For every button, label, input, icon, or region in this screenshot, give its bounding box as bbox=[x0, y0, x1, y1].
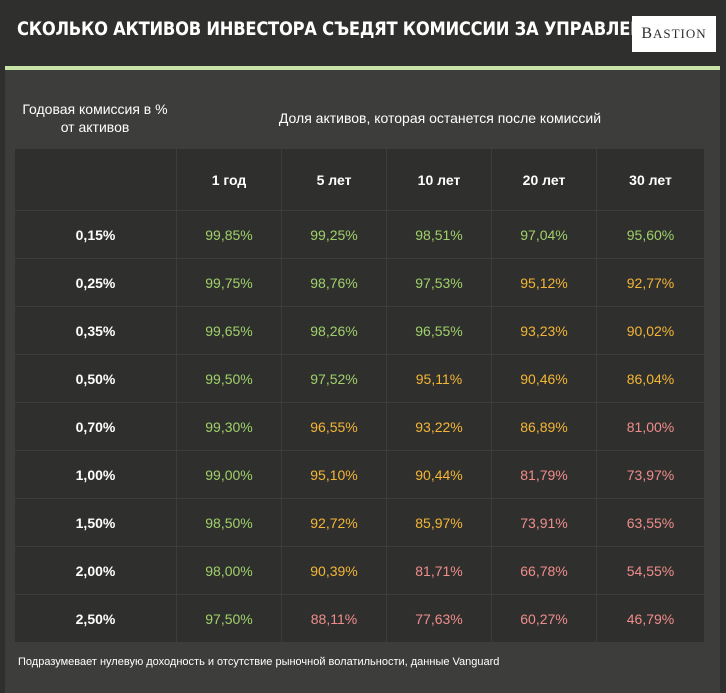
corner-cell bbox=[14, 148, 177, 211]
years-header-row: 1 год 5 лет 10 лет 20 лет 30 лет bbox=[14, 148, 705, 211]
remaining-share-cell: 97,04% bbox=[491, 210, 597, 259]
fee-cell: 0,70% bbox=[14, 402, 177, 451]
remaining-share-cell: 81,00% bbox=[596, 402, 705, 451]
table-row: 2,00% 98,00% 90,39% 81,71% 66,78% 54,55% bbox=[14, 546, 705, 595]
remaining-share-cell: 77,63% bbox=[386, 594, 492, 643]
remaining-share-cell: 73,97% bbox=[596, 450, 705, 499]
logo-initial: B bbox=[641, 25, 653, 42]
header: СКОЛЬКО АКТИВОВ ИНВЕСТОРА СЪЕДЯТ КОМИССИ… bbox=[0, 0, 726, 66]
fee-impact-table: 1 год 5 лет 10 лет 20 лет 30 лет 0,15% 99… bbox=[14, 148, 705, 643]
year-header: 1 год bbox=[176, 148, 282, 211]
remaining-share-cell: 93,22% bbox=[386, 402, 492, 451]
bastion-logo: B ASTION bbox=[632, 16, 716, 52]
remaining-share-cell: 98,26% bbox=[281, 306, 387, 355]
remaining-share-cell: 99,65% bbox=[176, 306, 282, 355]
fee-cell: 2,50% bbox=[14, 594, 177, 643]
remaining-share-cell: 95,10% bbox=[281, 450, 387, 499]
remaining-share-cell: 88,11% bbox=[281, 594, 387, 643]
remaining-share-cell: 73,91% bbox=[491, 498, 597, 547]
logo-rest: ASTION bbox=[653, 26, 707, 41]
remaining-share-cell: 98,00% bbox=[176, 546, 282, 595]
remaining-share-cell: 99,75% bbox=[176, 258, 282, 307]
remaining-share-cell: 95,12% bbox=[491, 258, 597, 307]
remaining-share-cell: 90,02% bbox=[596, 306, 705, 355]
fee-cell: 1,50% bbox=[14, 498, 177, 547]
fee-cell: 2,00% bbox=[14, 546, 177, 595]
page-title: СКОЛЬКО АКТИВОВ ИНВЕСТОРА СЪЕДЯТ КОМИССИ… bbox=[17, 18, 668, 40]
table-row: 1,50% 98,50% 92,72% 85,97% 73,91% 63,55% bbox=[14, 498, 705, 547]
fee-cell: 0,25% bbox=[14, 258, 177, 307]
remaining-share-cell: 98,51% bbox=[386, 210, 492, 259]
year-header: 5 лет bbox=[281, 148, 387, 211]
remaining-share-cell: 97,52% bbox=[281, 354, 387, 403]
remaining-share-cell: 99,00% bbox=[176, 450, 282, 499]
remaining-share-cell: 99,50% bbox=[176, 354, 282, 403]
remaining-share-cell: 98,50% bbox=[176, 498, 282, 547]
remaining-share-cell: 90,44% bbox=[386, 450, 492, 499]
fee-column-header: Годовая комиссия в % от активов bbox=[22, 101, 168, 135]
remaining-share-cell: 86,89% bbox=[491, 402, 597, 451]
table-row: 1,00% 99,00% 95,10% 90,44% 81,79% 73,97% bbox=[14, 450, 705, 499]
remaining-share-cell: 92,72% bbox=[281, 498, 387, 547]
remaining-share-cell: 60,27% bbox=[491, 594, 597, 643]
remaining-share-cell: 86,04% bbox=[596, 354, 705, 403]
fee-cell: 0,35% bbox=[14, 306, 177, 355]
remaining-share-cell: 97,50% bbox=[176, 594, 282, 643]
remaining-share-cell: 54,55% bbox=[596, 546, 705, 595]
remaining-share-cell: 85,97% bbox=[386, 498, 492, 547]
remaining-share-cell: 99,30% bbox=[176, 402, 282, 451]
remaining-share-cell: 99,25% bbox=[281, 210, 387, 259]
fee-cell: 0,50% bbox=[14, 354, 177, 403]
year-header: 10 лет bbox=[386, 148, 492, 211]
fee-cell: 1,00% bbox=[14, 450, 177, 499]
share-column-header: Доля активов, которая останется после ко… bbox=[278, 110, 602, 126]
table-row: 0,25% 99,75% 98,76% 97,53% 95,12% 92,77% bbox=[14, 258, 705, 307]
table-row: 2,50% 97,50% 88,11% 77,63% 60,27% 46,79% bbox=[14, 594, 705, 643]
fee-cell: 0,15% bbox=[14, 210, 177, 259]
remaining-share-cell: 95,11% bbox=[386, 354, 492, 403]
remaining-share-cell: 46,79% bbox=[596, 594, 705, 643]
remaining-share-cell: 93,23% bbox=[491, 306, 597, 355]
table-row: 0,15% 99,85% 99,25% 98,51% 97,04% 95,60% bbox=[14, 210, 705, 259]
remaining-share-cell: 66,78% bbox=[491, 546, 597, 595]
remaining-share-cell: 90,46% bbox=[491, 354, 597, 403]
table-row: 0,50% 99,50% 97,52% 95,11% 90,46% 86,04% bbox=[14, 354, 705, 403]
remaining-share-cell: 98,76% bbox=[281, 258, 387, 307]
table-row: 0,70% 99,30% 96,55% 93,22% 86,89% 81,00% bbox=[14, 402, 705, 451]
remaining-share-cell: 90,39% bbox=[281, 546, 387, 595]
year-header: 30 лет bbox=[596, 148, 705, 211]
remaining-share-cell: 63,55% bbox=[596, 498, 705, 547]
remaining-share-cell: 95,60% bbox=[596, 210, 705, 259]
footnote: Подразумевает нулевую доходность и отсут… bbox=[18, 656, 500, 668]
remaining-share-cell: 96,55% bbox=[281, 402, 387, 451]
remaining-share-cell: 97,53% bbox=[386, 258, 492, 307]
accent-divider bbox=[5, 66, 720, 70]
remaining-share-cell: 81,71% bbox=[386, 546, 492, 595]
table-row: 0,35% 99,65% 98,26% 96,55% 93,23% 90,02% bbox=[14, 306, 705, 355]
remaining-share-cell: 81,79% bbox=[491, 450, 597, 499]
year-header: 20 лет bbox=[491, 148, 597, 211]
remaining-share-cell: 92,77% bbox=[596, 258, 705, 307]
remaining-share-cell: 96,55% bbox=[386, 306, 492, 355]
remaining-share-cell: 99,85% bbox=[176, 210, 282, 259]
